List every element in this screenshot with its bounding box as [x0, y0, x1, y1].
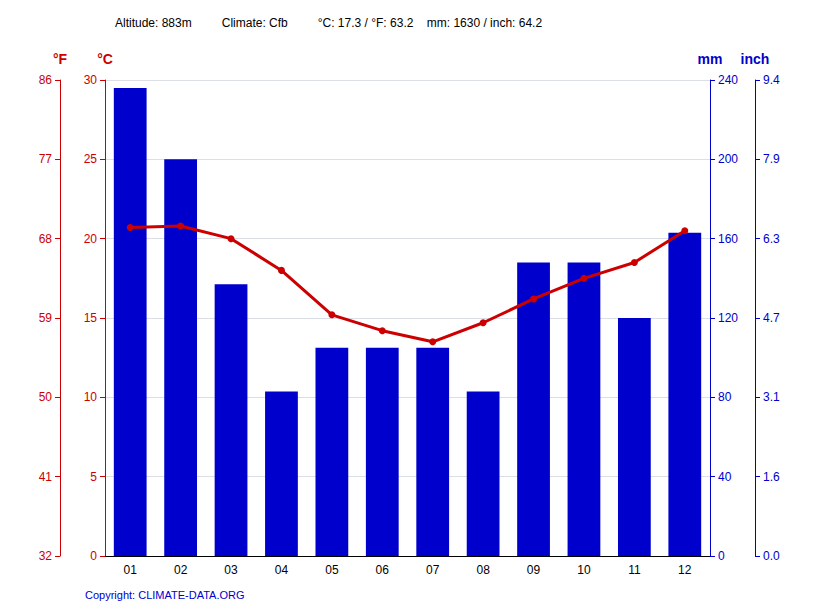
svg-text:25: 25: [84, 152, 98, 166]
svg-text:5: 5: [90, 470, 97, 484]
svg-text:240: 240: [718, 73, 738, 87]
svg-text:12: 12: [678, 563, 692, 577]
svg-text:05: 05: [325, 563, 339, 577]
svg-text:4.7: 4.7: [763, 311, 780, 325]
svg-text:mm: mm: [698, 51, 723, 67]
svg-text:inch: inch: [741, 51, 770, 67]
svg-text:04: 04: [275, 563, 289, 577]
svg-text:02: 02: [174, 563, 188, 577]
svg-text:86: 86: [39, 73, 53, 87]
svg-text:120: 120: [718, 311, 738, 325]
svg-text:0: 0: [718, 549, 725, 563]
svg-text:68: 68: [39, 232, 53, 246]
svg-text:07: 07: [426, 563, 440, 577]
svg-text:200: 200: [718, 152, 738, 166]
svg-text:7.9: 7.9: [763, 152, 780, 166]
svg-text:Altitude: 883m Climate: Altitude: 883m Climate: Cfb °C: 17.3 / °…: [115, 16, 542, 30]
svg-text:°F: °F: [53, 51, 68, 67]
svg-text:41: 41: [39, 470, 53, 484]
svg-text:Copyright: CLIMATE-DATA.ORG: Copyright: CLIMATE-DATA.ORG: [85, 589, 245, 601]
svg-text:160: 160: [718, 232, 738, 246]
svg-text:06: 06: [376, 563, 390, 577]
svg-text:50: 50: [39, 390, 53, 404]
svg-text:80: 80: [718, 390, 732, 404]
svg-text:09: 09: [527, 563, 541, 577]
svg-text:1.6: 1.6: [763, 470, 780, 484]
svg-text:3.1: 3.1: [763, 390, 780, 404]
svg-text:0.0: 0.0: [763, 549, 780, 563]
svg-text:0: 0: [90, 549, 97, 563]
svg-text:15: 15: [84, 311, 98, 325]
svg-text:08: 08: [476, 563, 490, 577]
svg-text:6.3: 6.3: [763, 232, 780, 246]
svg-text:40: 40: [718, 470, 732, 484]
svg-text:32: 32: [39, 549, 53, 563]
svg-text:01: 01: [124, 563, 138, 577]
svg-text:9.4: 9.4: [763, 73, 780, 87]
svg-text:03: 03: [224, 563, 238, 577]
svg-text:20: 20: [84, 232, 98, 246]
svg-text:77: 77: [39, 152, 53, 166]
svg-text:10: 10: [84, 390, 98, 404]
svg-text:30: 30: [84, 73, 98, 87]
svg-text:59: 59: [39, 311, 53, 325]
svg-text:°C: °C: [97, 51, 113, 67]
svg-text:10: 10: [577, 563, 591, 577]
svg-text:11: 11: [628, 563, 641, 577]
